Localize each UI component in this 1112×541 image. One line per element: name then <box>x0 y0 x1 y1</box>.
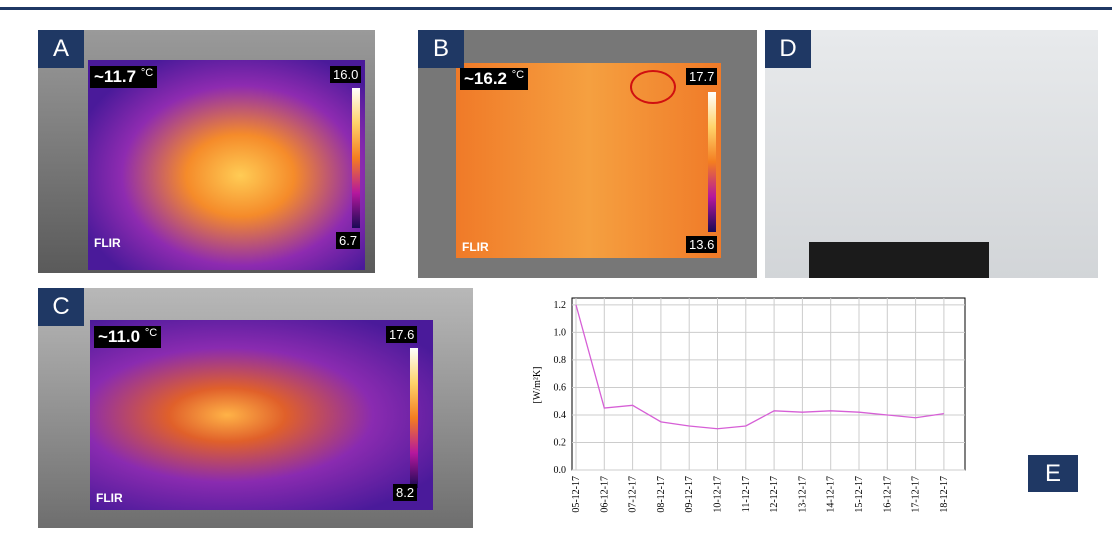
x-tick-label: 16-12-17 <box>882 476 893 513</box>
y-tick-label: 0.0 <box>554 465 567 476</box>
panel-label: E <box>1028 455 1078 492</box>
x-tick-label: 12-12-17 <box>769 476 780 513</box>
x-tick-label: 07-12-17 <box>628 476 639 513</box>
x-tick-label: 13-12-17 <box>797 476 808 513</box>
y-tick-label: 0.6 <box>554 382 567 393</box>
y-tick-label: 1.0 <box>554 327 567 338</box>
x-tick-label: 10-12-17 <box>713 476 724 513</box>
y-tick-label: 1.2 <box>554 300 567 311</box>
y-tick-label: 0.2 <box>554 437 567 448</box>
plot-area <box>572 298 965 470</box>
y-axis-label: [W/m²K] <box>532 367 543 404</box>
x-tick-label: 08-12-17 <box>656 476 667 513</box>
x-tick-label: 17-12-17 <box>911 476 922 513</box>
x-tick-label: 11-12-17 <box>741 476 752 512</box>
page: A ~11.7 °C 16.0 6.7 FLIR B ~16.2 °C 17.7… <box>0 0 1112 541</box>
x-tick-label: 15-12-17 <box>854 476 865 513</box>
chart: [W/m²K] 0.0 0.2 0.4 0.6 0.8 1.0 1.2 05-12-17 06-… <box>0 0 1112 541</box>
x-tick-label: 06-12-17 <box>599 476 610 513</box>
x-tick-label: 14-12-17 <box>826 476 837 513</box>
x-tick-label: 05-12-17 <box>571 476 582 513</box>
y-tick-label: 0.4 <box>554 410 567 421</box>
x-tick-label: 09-12-17 <box>684 476 695 513</box>
y-tick-label: 0.8 <box>554 355 567 366</box>
x-tick-label: 18-12-17 <box>939 476 950 513</box>
data-line <box>576 305 944 429</box>
